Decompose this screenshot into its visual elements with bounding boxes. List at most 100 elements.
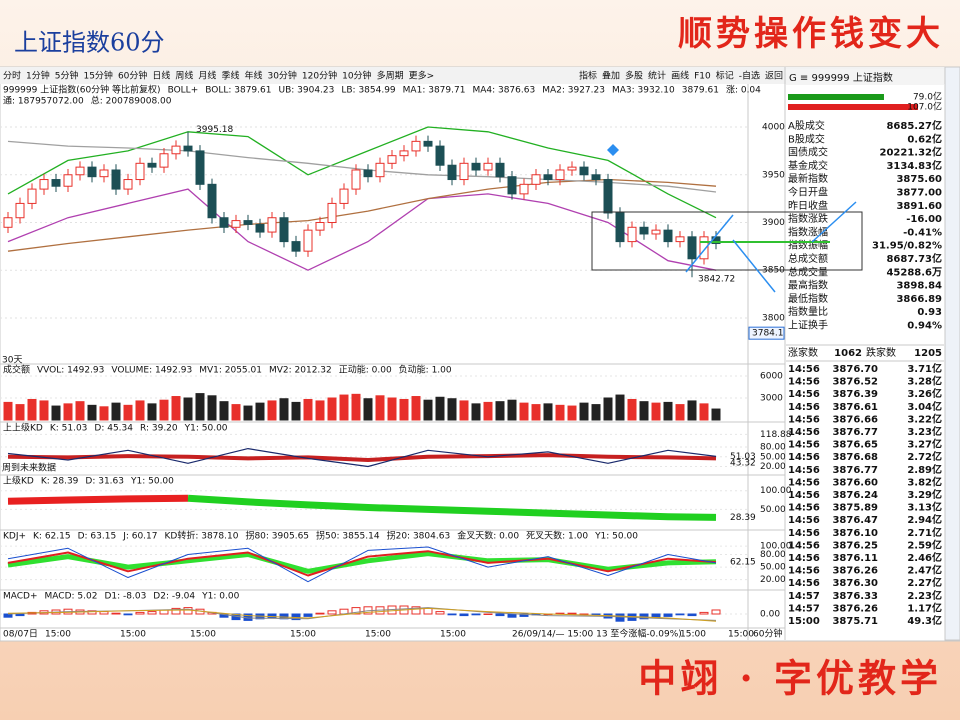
tick-price: 3876.30 [832,578,878,589]
candle-body [291,241,301,252]
toolbar-button[interactable]: 画线 [671,70,689,82]
tick-amount: 3.13亿 [907,501,942,514]
candle-body [147,162,157,168]
indicator-line [7,494,189,505]
candle-body [555,169,565,181]
tick-price: 3876.60 [832,477,878,488]
diamond-marker [607,144,619,156]
stat-label: 基金成交 [788,159,828,172]
candle-body [627,226,637,243]
toolbar-button[interactable]: 日线 [152,70,170,82]
bar [591,404,601,421]
cursor-box [748,326,785,340]
tick-amount: 3.23亿 [907,425,942,438]
bar [231,404,241,421]
candle-body [363,169,373,178]
info-item: 拐20: 3804.63 [387,530,451,542]
ratio-label: 79.0亿 [913,91,942,103]
toolbar-button[interactable]: 指标 [579,70,597,82]
toolbar-button[interactable]: 更多> [409,70,435,82]
candle-body [255,223,265,233]
indicator-line [7,453,717,462]
bar [663,613,673,617]
stat-label: 国债成交 [788,146,828,159]
candle-body [243,220,253,225]
candle-body [579,166,589,176]
x-tick-label: 15:00 [680,630,706,640]
toolbar-button[interactable]: 叠加 [602,71,620,82]
toolbar-button[interactable]: 分时 [3,70,21,82]
info-item: UB: 3904.23 [278,86,334,96]
toolbar-button[interactable]: 年线 [244,70,262,82]
candle-body [531,174,541,185]
candle-body [519,183,529,195]
candle-body [339,188,349,204]
y-tick-label: 0.00 [760,610,780,620]
x-tick-label: 26/09/14/— 15:00 13 至今涨幅-0.09%) [512,628,682,640]
bar [183,607,193,615]
tick-time: 14:56 [788,553,820,564]
stat-label: 最低指数 [788,292,828,305]
stat-value: -0.41% [903,227,942,238]
side-tabs[interactable] [944,66,960,641]
candle-body [603,179,613,214]
box-drawing [591,211,863,271]
bar [615,613,625,622]
bar [411,606,421,615]
stat-label: 指数涨跌 [788,212,828,225]
bar [159,399,169,421]
bar [687,400,697,421]
toolbar-button[interactable]: 60分钟 [118,70,147,82]
stat-label: 今日开盘 [788,186,828,199]
toolbar-button[interactable]: 多周期 [377,70,404,82]
arrow-line [811,201,857,243]
bar [27,398,37,421]
candle-body [435,145,445,166]
toolbar-button[interactable]: 1分钟 [26,70,50,82]
tick-time: 14:56 [788,427,820,438]
info-item: 拐80: 3905.65 [245,530,309,542]
toolbar-button[interactable]: 30分钟 [267,70,296,82]
tick-price: 3876.33 [832,591,878,602]
stat-value: 45288.6万 [886,266,942,278]
bar [555,404,565,421]
end-value: 62.15 [730,558,756,568]
tick-price: 3876.77 [832,465,878,476]
stat-value: 8685.27亿 [886,119,942,132]
candle-body [279,217,289,243]
toolbar-button[interactable]: 120分钟 [302,70,337,82]
candle-body [87,166,97,178]
y-tick-label: 6000 [760,372,783,382]
info-item: MACD: 5.02 [45,592,98,602]
toolbar-button[interactable]: 月线 [198,70,216,82]
toolbar-button[interactable]: 多股 [625,70,643,82]
toolbar-button[interactable]: 季线 [221,70,239,82]
candle-body [315,222,325,231]
toolbar-button[interactable]: -自选 [739,70,760,82]
toolbar-button[interactable]: 5分钟 [55,70,79,82]
stat-label: 最高指数 [788,279,828,292]
toolbar-button[interactable]: 返回 [765,70,783,82]
bar [99,406,109,421]
stat-label: 总成交量 [788,265,828,278]
toolbar-button[interactable]: 10分钟 [342,70,371,82]
candle-body [651,229,661,235]
info-item: 通: 187957072.00 [3,96,84,107]
indicator-line [7,546,717,583]
toolbar-button[interactable]: 15分钟 [83,70,112,82]
info-item: MA2: 3927.23 [542,86,605,96]
toolbar-button[interactable]: 统计 [648,70,666,82]
bar [471,403,481,421]
bar [519,402,529,421]
bar [447,398,457,421]
toolbar-button[interactable]: 标记 [716,70,734,82]
bar [591,613,601,616]
slogan: 顺势操作钱变大 [678,14,944,54]
tick-time: 14:57 [788,603,820,614]
candle-body [351,169,361,190]
toolbar-button[interactable]: 周线 [175,70,193,82]
toolbar-button[interactable]: F10 [694,72,711,82]
info-item: KD转折: 3878.10 [165,530,239,542]
candle-body [567,166,577,171]
bar [579,402,589,421]
